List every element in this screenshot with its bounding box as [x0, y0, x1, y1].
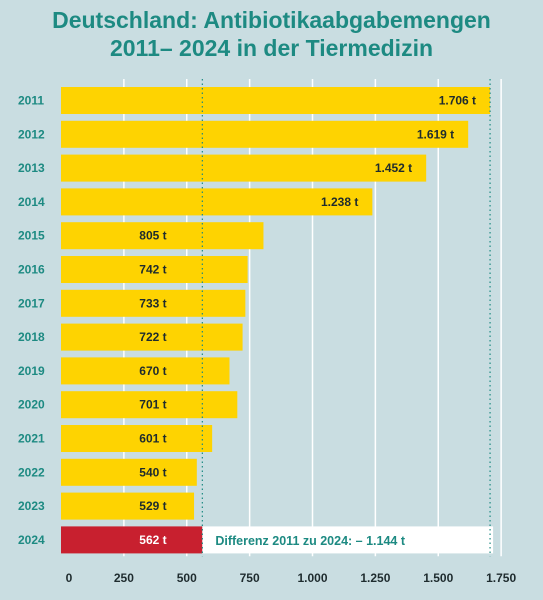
value-label: 601 t	[139, 432, 166, 446]
y-tick-label: 2023	[18, 499, 45, 513]
bar	[61, 391, 238, 419]
value-label: 670 t	[139, 364, 166, 378]
y-tick-label: 2024	[18, 533, 45, 547]
bar	[61, 222, 264, 250]
bar	[61, 323, 243, 351]
value-label: 701 t	[139, 398, 166, 412]
value-label: 1.619 t	[417, 127, 454, 141]
bar	[61, 87, 491, 114]
value-label: 1.238 t	[321, 195, 358, 209]
value-label: 742 t	[139, 263, 166, 277]
bar	[61, 526, 203, 554]
y-tick-label: 2011	[18, 94, 44, 108]
x-tick-label: 1.000	[297, 571, 327, 585]
bar	[61, 357, 230, 385]
y-tick-label: 2013	[18, 161, 45, 175]
y-tick-label: 2021	[18, 432, 45, 446]
y-tick-label: 2022	[18, 465, 45, 479]
bar	[61, 256, 248, 283]
x-tick-label: 500	[177, 571, 197, 585]
value-label: 540 t	[139, 465, 166, 479]
value-label: 1.452 t	[375, 161, 412, 175]
bar	[61, 458, 197, 486]
bar	[61, 289, 246, 317]
value-label: 529 t	[139, 499, 166, 513]
x-tick-label: 1.250	[360, 571, 390, 585]
x-tick-label: 1.750	[486, 571, 516, 585]
y-tick-label: 2012	[18, 127, 45, 141]
annotation-box	[202, 526, 494, 554]
bar	[61, 425, 213, 452]
x-tick-label: 250	[114, 571, 134, 585]
x-tick-label: 0	[66, 571, 73, 585]
value-label: 722 t	[139, 330, 166, 344]
y-tick-label: 2015	[18, 229, 45, 243]
y-tick-label: 2019	[18, 364, 45, 378]
y-tick-label: 2020	[18, 398, 45, 412]
difference-annotation: Differenz 2011 zu 2024: – 1.144 t	[215, 534, 406, 548]
chart-title: Deutschland: Antibiotikaabgabemengen 201…	[0, 6, 543, 62]
value-label: 733 t	[139, 296, 166, 310]
x-tick-label: 1.500	[423, 571, 453, 585]
value-label: 1.706 t	[439, 94, 476, 108]
value-label: 562 t	[139, 533, 166, 547]
y-tick-label: 2017	[18, 296, 45, 310]
bar	[61, 188, 373, 216]
bar	[61, 154, 427, 182]
value-label: 805 t	[139, 229, 166, 243]
x-tick-label: 750	[240, 571, 260, 585]
chart-title-line-2: 2011– 2024 in der Tiermedizin	[109, 35, 434, 61]
bar	[61, 120, 469, 148]
chart-title-line-1: Deutschland: Antibiotikaabgabemengen	[52, 7, 491, 33]
bar	[61, 492, 195, 520]
y-tick-label: 2016	[18, 263, 45, 277]
y-tick-label: 2018	[18, 330, 45, 344]
y-tick-label: 2014	[18, 195, 45, 209]
